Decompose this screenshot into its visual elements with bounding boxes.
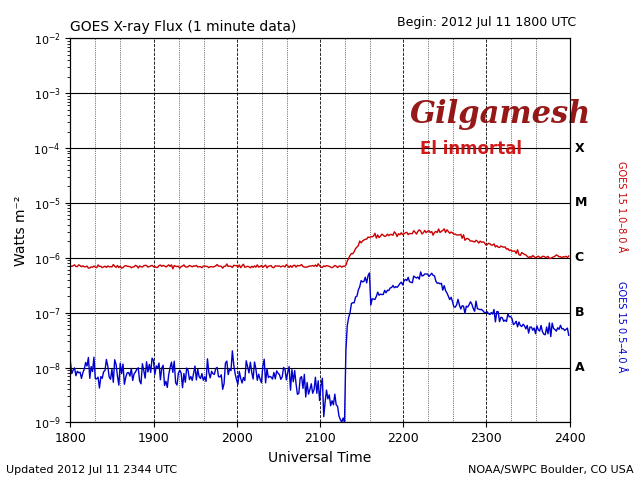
Text: NOAA/SWPC Boulder, CO USA: NOAA/SWPC Boulder, CO USA [468,465,634,475]
Text: M: M [575,196,587,209]
Text: GOES X-ray Flux (1 minute data): GOES X-ray Flux (1 minute data) [70,21,297,35]
Text: A: A [575,361,584,374]
Text: Begin: 2012 Jul 11 1800 UTC: Begin: 2012 Jul 11 1800 UTC [397,16,576,29]
Text: El inmortal: El inmortal [420,140,522,157]
Text: X: X [575,142,584,155]
Text: GOES 15 1.0–8.0 Å: GOES 15 1.0–8.0 Å [616,161,626,252]
Text: Updated 2012 Jul 11 2344 UTC: Updated 2012 Jul 11 2344 UTC [6,465,177,475]
Text: B: B [575,306,584,319]
Text: GOES 15 0.5–4.0 Å: GOES 15 0.5–4.0 Å [616,281,626,372]
Y-axis label: Watts m⁻²: Watts m⁻² [14,195,28,265]
Text: Gilgamesh: Gilgamesh [410,99,591,130]
Text: C: C [575,252,584,264]
X-axis label: Universal Time: Universal Time [268,451,372,465]
